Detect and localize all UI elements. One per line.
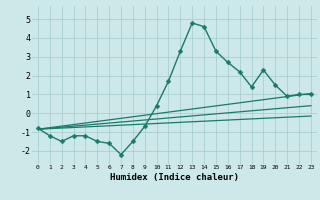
X-axis label: Humidex (Indice chaleur): Humidex (Indice chaleur) [110, 173, 239, 182]
